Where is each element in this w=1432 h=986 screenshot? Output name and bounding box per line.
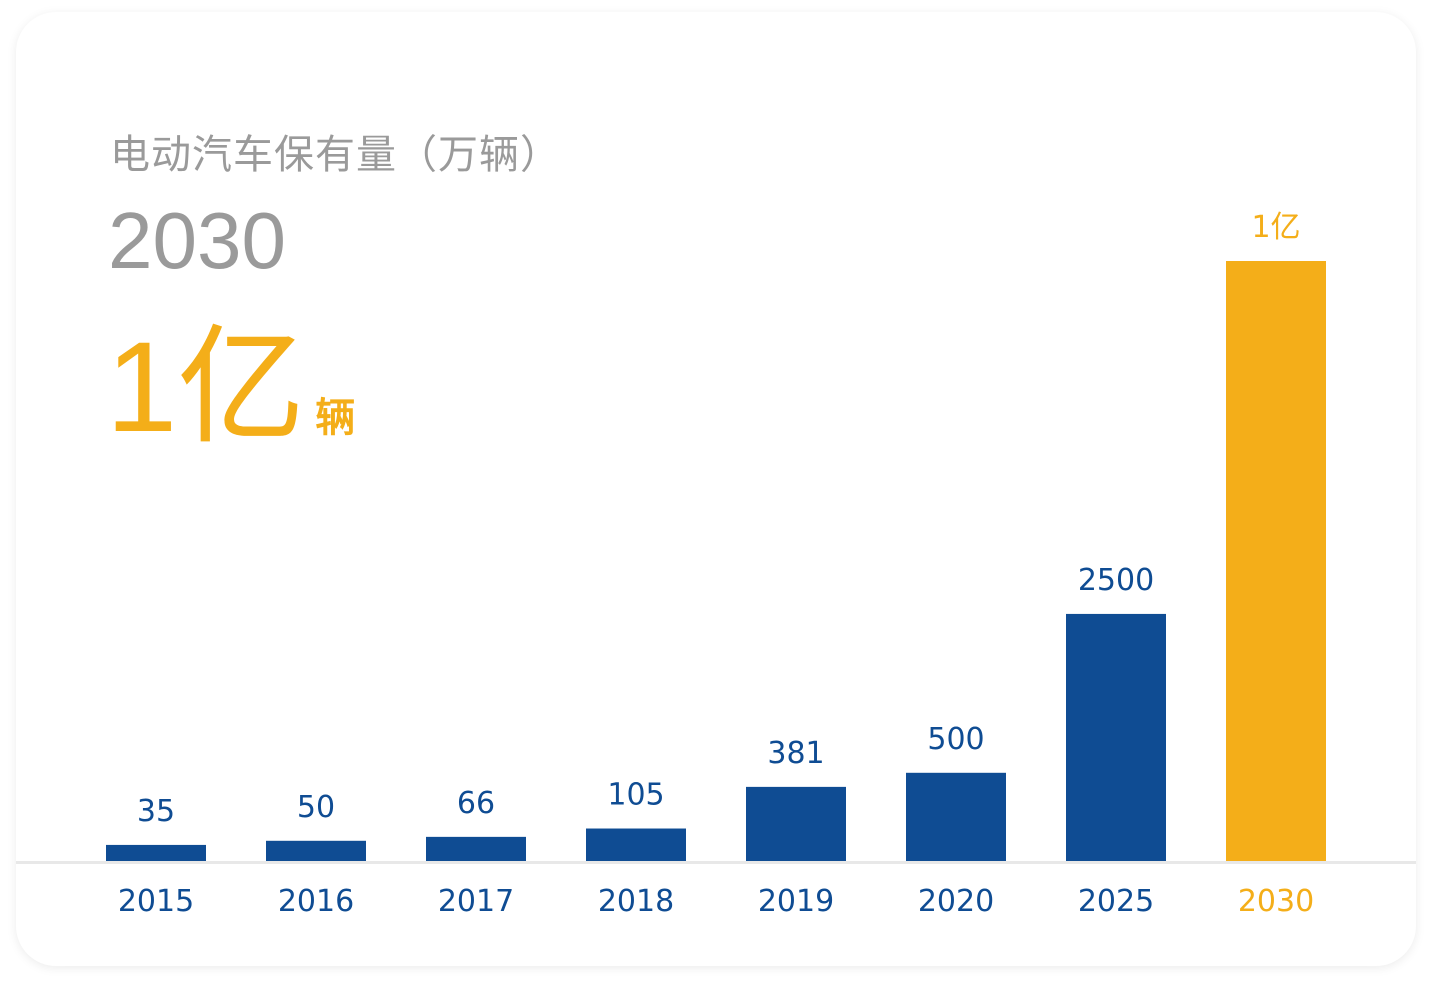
x-tick-label-2030: 2030 xyxy=(1238,884,1314,919)
chart-card xyxy=(16,12,1416,966)
x-tick-label-2025: 2025 xyxy=(1078,884,1154,919)
highlight-figure: 1亿辆 xyxy=(106,318,355,458)
x-tick-label-2019: 2019 xyxy=(758,884,834,919)
bar-2018 xyxy=(586,828,686,861)
data-label-2016: 50 xyxy=(297,790,335,825)
data-label-2017: 66 xyxy=(457,786,495,821)
highlight-unit: 辆 xyxy=(315,395,356,441)
x-axis-line xyxy=(16,861,1416,864)
x-tick-label-2015: 2015 xyxy=(118,884,194,919)
x-tick-label-2017: 2017 xyxy=(438,884,514,919)
data-label-2020: 500 xyxy=(927,722,984,757)
data-label-2030: 1亿 xyxy=(1251,210,1300,245)
x-tick-label-2020: 2020 xyxy=(918,884,994,919)
data-label-2019: 381 xyxy=(767,736,824,771)
bar-2020 xyxy=(906,772,1006,861)
bar-2030 xyxy=(1226,261,1326,861)
data-label-2025: 2500 xyxy=(1078,563,1154,598)
bar-2017 xyxy=(426,836,526,861)
data-label-2015: 35 xyxy=(137,794,175,829)
bar-2016 xyxy=(266,840,366,861)
bar-2015 xyxy=(106,844,206,861)
x-tick-label-2016: 2016 xyxy=(278,884,354,919)
chart-title: 电动汽车保有量（万辆） xyxy=(110,132,561,178)
data-label-2018: 105 xyxy=(607,778,664,813)
highlight-value: 1亿 xyxy=(106,316,306,459)
bar-2019 xyxy=(746,786,846,861)
x-tick-label-2018: 2018 xyxy=(598,884,674,919)
highlight-year: 2030 xyxy=(108,196,286,285)
bar-2025 xyxy=(1066,613,1166,861)
